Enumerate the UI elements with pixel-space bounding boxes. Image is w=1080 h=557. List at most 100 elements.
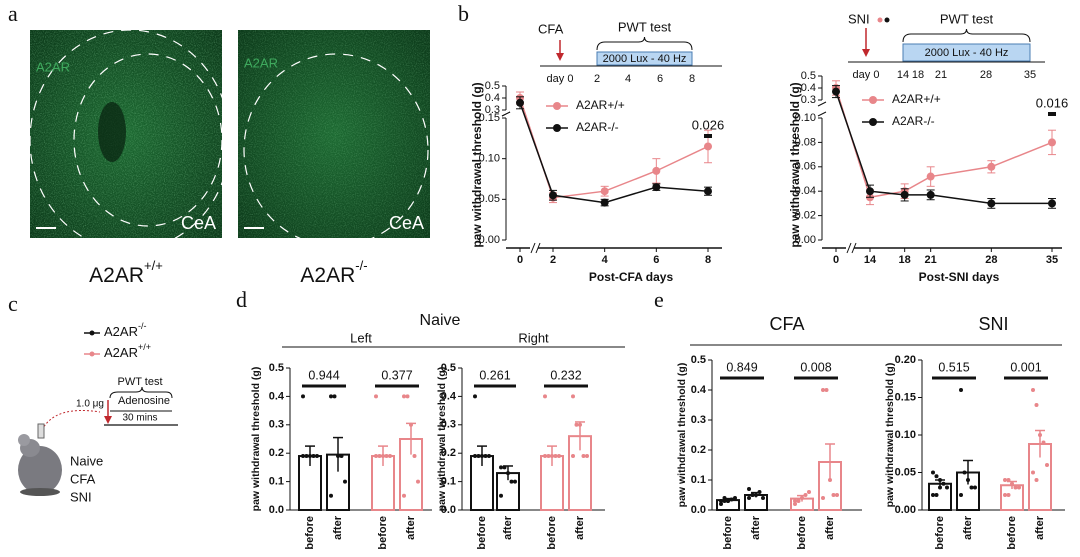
data-point (339, 454, 344, 459)
timeline-test: PWT test (618, 19, 672, 34)
y-tick-label: 0.4 (441, 390, 457, 402)
bracket (902, 28, 1031, 43)
data-point (1010, 481, 1014, 486)
stimulus-box (902, 43, 1031, 62)
data-point (516, 98, 524, 107)
y-tick-label: 0.3 (441, 419, 456, 431)
data-point (550, 454, 554, 459)
axis-break (846, 242, 852, 254)
y-tick-label: 0.00 (479, 234, 500, 246)
caption-sup: +/+ (144, 258, 163, 273)
data-point (807, 490, 811, 494)
panel-label: e (654, 287, 664, 312)
data-point (374, 454, 378, 459)
timeline-tick-label: 4 (625, 73, 631, 85)
y-tick-label: 0.3 (485, 104, 500, 116)
data-point (733, 496, 737, 500)
legend-sup: -/- (138, 321, 147, 331)
data-point (793, 499, 797, 503)
data-point (747, 487, 751, 491)
data-point (754, 493, 758, 497)
x-tick-label: 28 (985, 254, 997, 266)
data-point (729, 497, 734, 502)
timeline-tick-label: 6 (657, 73, 663, 85)
data-point (821, 388, 825, 392)
data-point (315, 454, 319, 459)
timeline-model: CFA (538, 21, 564, 36)
protocol-drug: Adenosine (118, 395, 170, 407)
data-point (726, 499, 730, 503)
timeline-tick-label: 18 (912, 69, 924, 81)
x-tick-label: 35 (1046, 254, 1058, 266)
x-tick-label: 21 (925, 254, 937, 266)
bracket (109, 386, 173, 399)
y-tick-label: 0.05 (895, 466, 916, 478)
y-axis-label: paw withdrawal threshold (g) (676, 363, 688, 508)
data-point (384, 454, 389, 459)
stain-label: A2AR (244, 55, 278, 70)
data-point (571, 454, 575, 459)
y-tick-label: 0.3 (691, 414, 706, 426)
cannula-line (41, 409, 101, 431)
chart-title: SNI (978, 314, 1008, 334)
stimulus-label: 2000 Lux - 40 Hz (925, 47, 1009, 59)
timeline-tick-label: 35 (1024, 69, 1036, 81)
x-tick-label: 18 (899, 254, 911, 266)
caption-sup: -/- (355, 258, 367, 273)
y-tick-label: 0.1 (441, 476, 456, 488)
data-point (546, 454, 551, 459)
axis-break (501, 111, 511, 117)
data-point (1045, 463, 1049, 467)
arrow-head (862, 49, 870, 57)
data-point (416, 479, 420, 484)
significance-bar (794, 376, 838, 380)
y-tick-label: 0.5 (691, 354, 706, 366)
timeline-start: day 0 (547, 73, 574, 85)
data-point (793, 502, 797, 506)
y-tick-label: 0.20 (895, 354, 916, 366)
data-point (578, 422, 582, 427)
legend-swatch (89, 330, 95, 336)
timeline-tick-label: 21 (935, 69, 947, 81)
y-tick-label: 0.00 (795, 234, 816, 246)
data-point (652, 183, 661, 192)
data-point (473, 454, 477, 459)
axis-break (817, 101, 827, 107)
data-point (1017, 485, 1021, 490)
data-point (600, 187, 609, 196)
axis-break (851, 242, 857, 254)
micrograph (30, 30, 222, 238)
x-axis-label: Post-CFA days (589, 270, 674, 284)
timeline-tick-label: 8 (689, 73, 695, 85)
data-point (543, 394, 547, 399)
data-point (600, 198, 609, 207)
p-value: 0.261 (479, 368, 510, 382)
arrow-head (556, 53, 564, 61)
data-point (1031, 388, 1035, 392)
data-point (835, 493, 839, 497)
data-point (409, 422, 413, 427)
data-point (652, 166, 661, 175)
data-point (959, 493, 963, 497)
data-point (987, 162, 996, 171)
timeline-test: PWT test (940, 11, 994, 26)
data-point (329, 394, 333, 399)
data-point (821, 496, 825, 500)
data-point (866, 187, 874, 196)
y-tick-label: 0.15 (895, 391, 916, 403)
data-point (343, 479, 347, 484)
y-tick-label: 0.04 (795, 185, 816, 197)
stimulus-box (596, 51, 693, 66)
legend-label: A2AR+/+ (892, 92, 941, 106)
group-label: Naive (70, 453, 103, 468)
y-tick-label: 0.1 (691, 474, 706, 486)
significance-bar (544, 384, 588, 388)
data-point (473, 394, 477, 399)
data-point (549, 191, 557, 200)
data-point (499, 493, 503, 498)
y-tick-label: 0.5 (269, 362, 284, 374)
y-tick-label: 0.08 (795, 136, 816, 148)
data-point (499, 465, 503, 470)
p-value: 0.232 (550, 368, 581, 382)
data-point (301, 454, 305, 459)
